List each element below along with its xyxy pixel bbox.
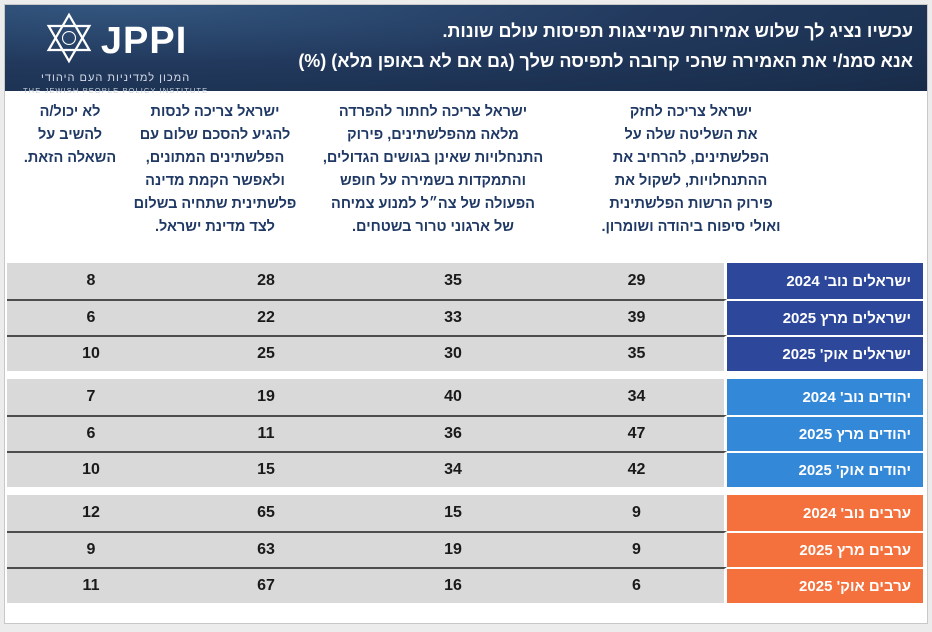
value-cell: 33 — [357, 299, 549, 335]
value-cell: 34 — [549, 379, 727, 415]
logo-wordmark: JPPI — [100, 19, 188, 62]
logo-subtitle-hebrew: המכון למדיניות העם היהודי — [41, 72, 191, 84]
table-row: ערבים מרץ 2025 9 19 63 9 — [7, 531, 923, 567]
table-row: יהודים נוב' 2024 34 40 19 7 — [7, 379, 923, 415]
value-cell: 19 — [175, 379, 357, 415]
value-cell: 10 — [7, 335, 175, 371]
table-row: ישראלים מרץ 2025 39 33 22 6 — [7, 299, 923, 335]
logo-subtitle-english: THE JEWISH PEOPLE POLICY INSTITUTE — [23, 86, 209, 95]
value-cell: 63 — [175, 531, 357, 567]
value-cell: 40 — [357, 379, 549, 415]
title-line-1: עכשיו נציג לך שלוש אמירות שמייצגות תפיסו… — [442, 21, 913, 41]
value-cell: 22 — [175, 299, 357, 335]
group-israelis: ישראלים נוב' 2024 29 35 28 8 ישראלים מרץ… — [7, 263, 923, 371]
row-label: יהודים אוק' 2025 — [727, 451, 923, 487]
value-cell: 36 — [357, 415, 549, 451]
row-label: ערבים נוב' 2024 — [727, 495, 923, 531]
value-cell: 35 — [357, 263, 549, 299]
table-row: יהודים מרץ 2025 47 36 11 6 — [7, 415, 923, 451]
value-cell: 16 — [357, 567, 549, 603]
value-cell: 7 — [7, 379, 175, 415]
table-row: ערבים נוב' 2024 9 15 65 12 — [7, 495, 923, 531]
row-label: ישראלים נוב' 2024 — [727, 263, 923, 299]
value-cell: 15 — [175, 451, 357, 487]
value-cell: 10 — [7, 451, 175, 487]
value-cell: 15 — [357, 495, 549, 531]
value-cell: 9 — [549, 495, 727, 531]
value-cell: 39 — [549, 299, 727, 335]
table-row: ישראלים נוב' 2024 29 35 28 8 — [7, 263, 923, 299]
value-cell: 35 — [549, 335, 727, 371]
header: עכשיו נציג לך שלוש אמירות שמייצגות תפיסו… — [5, 5, 927, 95]
value-cell: 8 — [7, 263, 175, 299]
statement-peace-agreement: ישראל צריכה לנסות להגיע להסכם שלום עם הפ… — [133, 104, 297, 235]
row-label: יהודים נוב' 2024 — [727, 379, 923, 415]
value-cell: 30 — [357, 335, 549, 371]
row-label: ישראלים אוק' 2025 — [727, 335, 923, 371]
group-arabs: ערבים נוב' 2024 9 15 65 12 ערבים מרץ 202… — [7, 495, 923, 603]
statement-full-separation: ישראל צריכה לחתור להפרדה מלאה מהפלשתינים… — [322, 104, 544, 235]
value-cell: 29 — [549, 263, 727, 299]
statement-headers: ישראל צריכה לחזק את השליטה שלה על הפלשתי… — [5, 91, 927, 263]
value-cell: 11 — [175, 415, 357, 451]
slide: עכשיו נציג לך שלוש אמירות שמייצגות תפיסו… — [4, 4, 928, 624]
results-table: ישראלים נוב' 2024 29 35 28 8 ישראלים מרץ… — [5, 263, 927, 603]
value-cell: 19 — [357, 531, 549, 567]
table-row: יהודים אוק' 2025 42 34 15 10 — [7, 451, 923, 487]
value-cell: 25 — [175, 335, 357, 371]
value-cell: 6 — [7, 299, 175, 335]
title-line-2: אנא סמנ/י את האמירה שהכי קרובה לתפיסה של… — [298, 51, 913, 72]
value-cell: 9 — [7, 531, 175, 567]
row-label: ישראלים מרץ 2025 — [727, 299, 923, 335]
value-cell: 47 — [549, 415, 727, 451]
star-of-david-icon — [44, 12, 94, 69]
value-cell: 34 — [357, 451, 549, 487]
jppi-logo: JPPI המכון למדיניות העם היהודי THE JEWIS… — [23, 12, 208, 95]
table-row: ערבים אוק' 2025 6 16 67 11 — [7, 567, 923, 603]
logo-top: JPPI — [44, 12, 187, 69]
value-cell: 28 — [175, 263, 357, 299]
value-cell: 42 — [549, 451, 727, 487]
group-jews: יהודים נוב' 2024 34 40 19 7 יהודים מרץ 2… — [7, 379, 923, 487]
value-cell: 6 — [549, 567, 727, 603]
statement-strengthen-control: ישראל צריכה לחזק את השליטה שלה על הפלשתי… — [601, 104, 781, 235]
value-cell: 67 — [175, 567, 357, 603]
row-label: ערבים אוק' 2025 — [727, 567, 923, 603]
value-cell: 12 — [7, 495, 175, 531]
row-label: יהודים מרץ 2025 — [727, 415, 923, 451]
table-row: ישראלים אוק' 2025 35 30 25 10 — [7, 335, 923, 371]
value-cell: 65 — [175, 495, 357, 531]
value-cell: 9 — [549, 531, 727, 567]
page-title: עכשיו נציג לך שלוש אמירות שמייצגות תפיסו… — [298, 5, 927, 91]
statement-cannot-answer: לא יכול/ה להשיב על השאלה הזאת. — [23, 104, 117, 166]
value-cell: 11 — [7, 567, 175, 603]
value-cell: 6 — [7, 415, 175, 451]
row-label: ערבים מרץ 2025 — [727, 531, 923, 567]
